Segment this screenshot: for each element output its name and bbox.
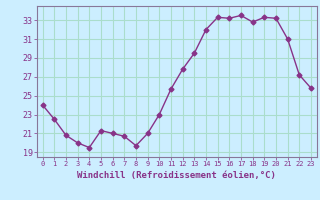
X-axis label: Windchill (Refroidissement éolien,°C): Windchill (Refroidissement éolien,°C) xyxy=(77,171,276,180)
